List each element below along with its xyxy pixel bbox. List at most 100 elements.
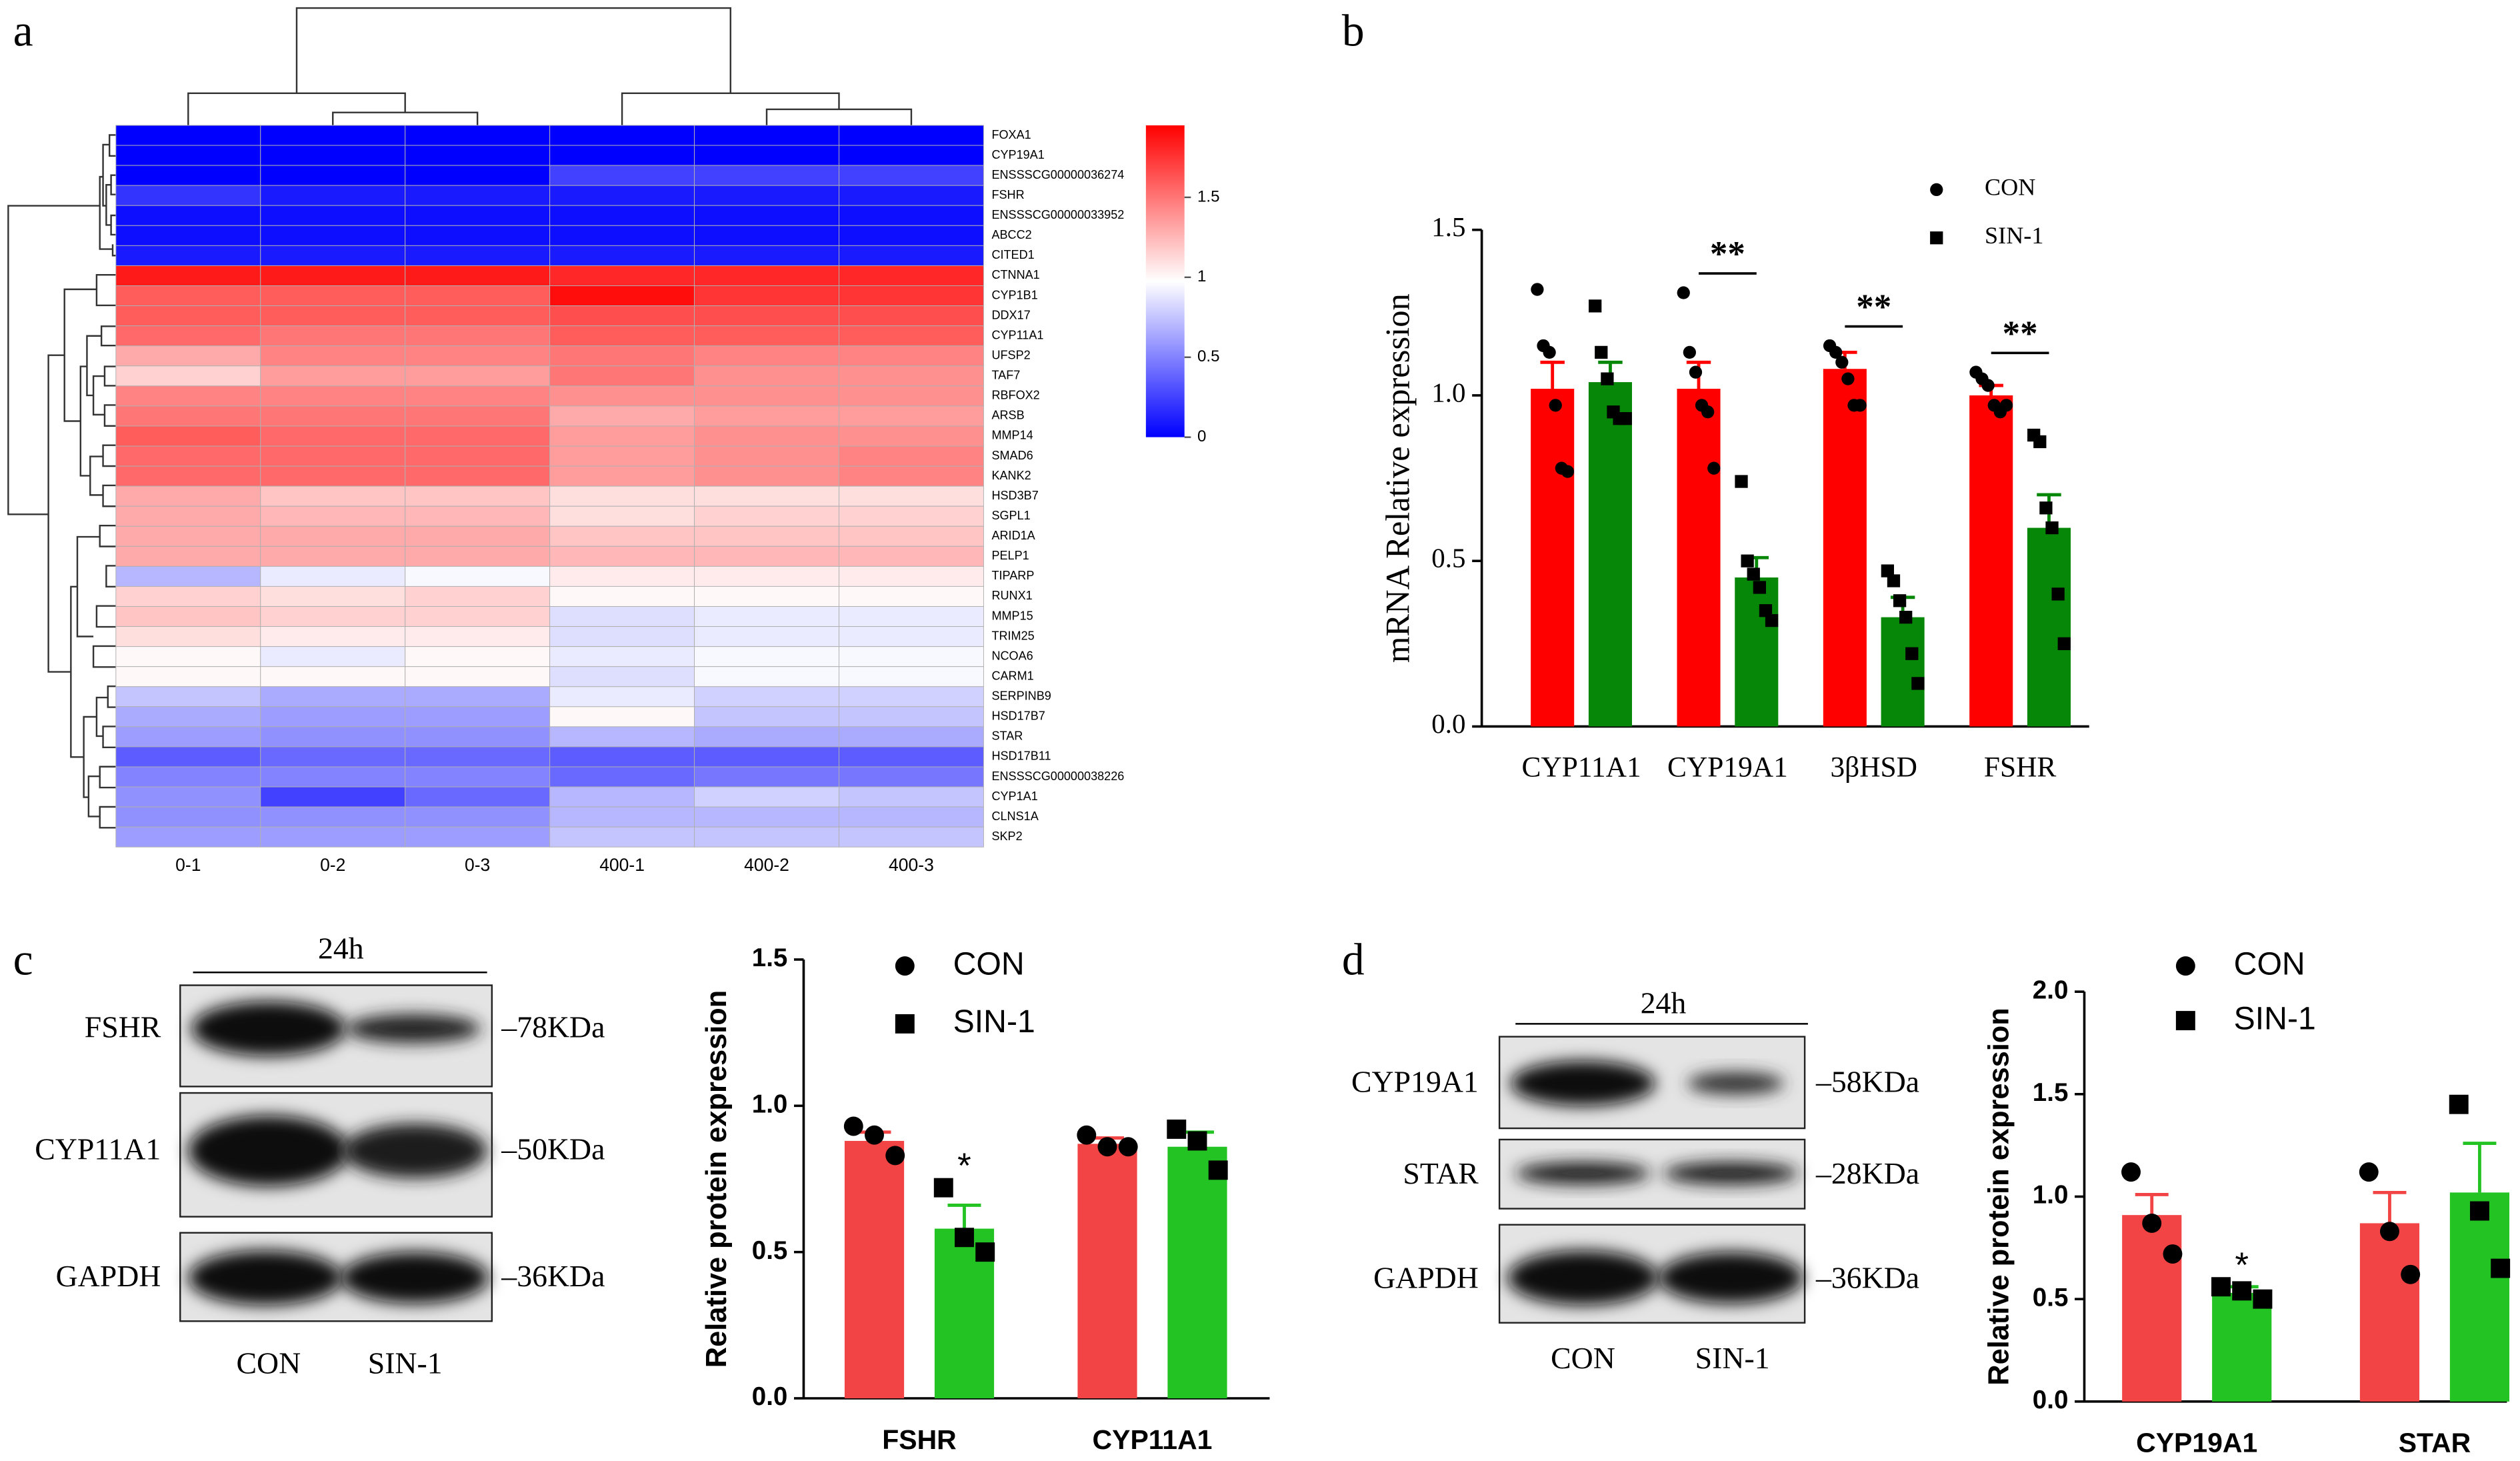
heatmap-cell [405,746,551,768]
heatmap-cell [549,565,695,587]
heatmap-cell [549,345,695,367]
heatmap-cell [115,646,261,667]
heatmap-cell [549,405,695,427]
heatmap-cell [549,666,695,687]
y-tick-label: 1.0 [1431,377,1465,407]
heatmap-cell [694,726,839,748]
row-label: ABCC2 [991,228,1031,241]
size-label: –28KDa [1815,1156,1919,1190]
bar [1077,1144,1137,1398]
data-point [1841,372,1855,385]
data-point [1531,283,1544,296]
heatmap-cell [260,746,406,768]
dendrogram [7,7,913,829]
x-tick-label: FSHR [1984,752,2057,784]
heatmap-cell [839,245,984,266]
panel-label: b [1342,6,1365,56]
heatmap-cell [549,746,695,768]
heatmap-cell [260,525,406,547]
y-tick-label: 0.5 [1431,543,1465,573]
row-label: CYP19A1 [991,148,1044,161]
heatmap-cell [694,365,839,387]
significance: ** [1856,288,1891,327]
data-point [885,1146,905,1166]
heatmap-cell [405,385,551,407]
row-label: SGPL1 [991,509,1030,522]
heatmap-cell [694,185,839,206]
heatmap-cell [260,305,406,327]
heatmap-cell [115,485,261,507]
lane-label: SIN-1 [1695,1341,1770,1375]
heatmap-cell [405,305,551,327]
heatmap-cell [405,646,551,667]
heatmap-cell [839,345,984,367]
heatmap-cell [260,185,406,206]
data-point [2491,1258,2511,1278]
row-label: UFSP2 [991,348,1030,361]
heatmap-cell [115,385,261,407]
row-label: ENSSSCG00000038226 [991,770,1124,783]
heatmap-cell [115,565,261,587]
heatmap-cell [260,606,406,627]
x-tick-label: 3βHSD [1830,752,1917,784]
data-point [975,1242,995,1262]
heatmap-cell [694,425,839,447]
heatmap-cell [115,746,261,768]
data-point [2142,1213,2162,1233]
heatmap-cell [260,425,406,447]
heatmap-cell [839,686,984,707]
heatmap-cell [405,505,551,527]
bar [1677,389,1721,727]
heatmap-cell [115,425,261,447]
row-label: MMP15 [991,609,1033,622]
heatmap-cell [260,786,406,808]
heatmap-cell [549,465,695,487]
heatmap-cell [694,205,839,226]
heatmap-cell [549,485,695,507]
row-label: HSD17B7 [991,709,1045,723]
protein-label: STAR [1403,1156,1479,1190]
heatmap-cell [839,145,984,166]
blot-time: 24h [1641,986,1687,1020]
heatmap-cell [694,545,839,567]
data-point [2469,1201,2489,1221]
y-axis-label: Relative protein expression [701,990,733,1368]
heatmap-cell [115,585,261,607]
heatmap-cell [260,505,406,527]
band [1687,1072,1784,1095]
heatmap-cell [839,525,984,547]
data-point [955,1228,974,1248]
heatmap-cell [405,365,551,387]
heatmap-cell [694,465,839,487]
row-label: ENSSSCG00000033952 [991,208,1124,221]
heatmap-cell [694,225,839,246]
y-tick-label: 1.5 [752,944,788,972]
heatmap-cell [115,766,261,788]
row-label: ENSSSCG00000036274 [991,168,1124,181]
row-label: FOXA1 [991,128,1031,141]
row-label: STAR [991,729,1023,743]
heatmap-cell [405,565,551,587]
data-point [1707,461,1721,475]
western-blot: 24h FSHR –78KDa CYP11A1 –50KDa GAPDH –36… [35,931,605,1380]
heatmap-cell [405,666,551,687]
heatmap-cell [115,325,261,347]
error-bar [1540,360,1565,389]
heatmap-cell [405,786,551,808]
y-tick-label: 0.5 [2033,1283,2069,1312]
colorbar-tick-label: 1.5 [1197,187,1220,205]
heatmap-cell [405,445,551,467]
data-point [1899,610,1913,624]
heatmap-cell [115,806,261,828]
data-point [933,1178,953,1198]
heatmap-cell [115,666,261,687]
column-label: 400-3 [889,855,934,875]
error-bar [2463,1142,2497,1193]
heatmap-cell [694,766,839,788]
panel-label: c [13,935,33,985]
heatmap-cell [549,145,695,166]
bar [2122,1215,2182,1402]
legend-marker [2175,1011,2195,1031]
data-point [2033,435,2047,449]
